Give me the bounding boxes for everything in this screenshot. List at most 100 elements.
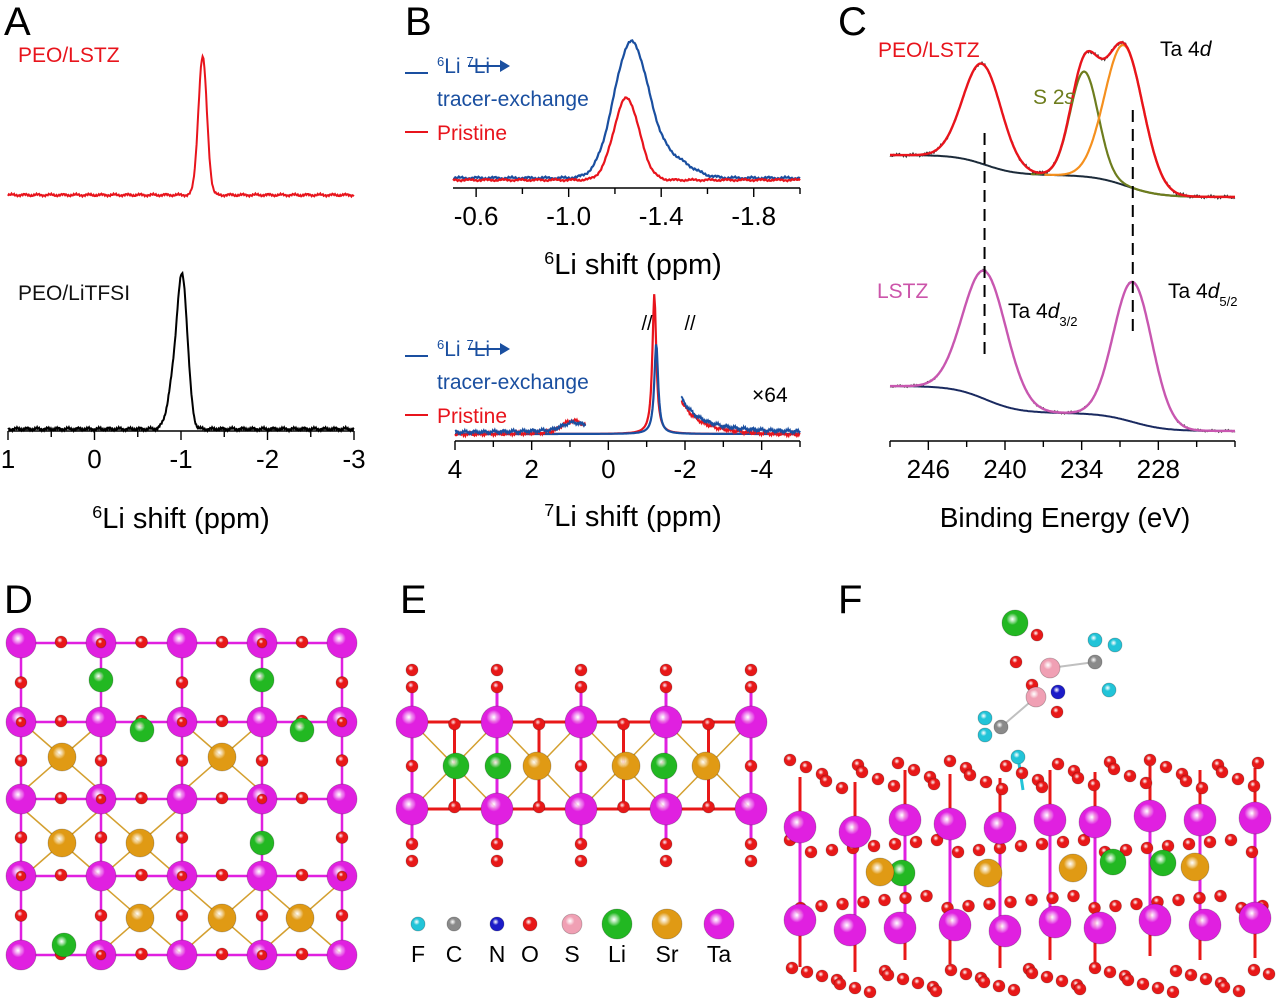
atom-o — [574, 663, 588, 677]
atom-o — [881, 968, 895, 982]
atom-ta — [166, 783, 198, 815]
c-bottom-fit — [890, 269, 1235, 433]
chart-panel-a: 1 0 -1 -2 -3 PEO/LSTZ PEO/LiTFSI 6Li shift (ppm… — [1, 44, 366, 535]
series-label-peo-litfsi-part: PEO/LiTFSI — [18, 282, 130, 305]
atom-ta — [988, 914, 1022, 948]
atom-o — [574, 759, 588, 773]
legend-arrow-head — [500, 60, 510, 72]
atom-o — [804, 845, 818, 859]
atom-ta — [395, 792, 429, 826]
atom-s — [1025, 686, 1047, 708]
atom-o — [1035, 780, 1049, 794]
atom-ta — [480, 792, 514, 826]
b-top-tick-label-part: -0.6 — [454, 201, 499, 231]
atom-f — [1087, 632, 1103, 648]
x-axis-title-b-bottom: 7Li shift (ppm) — [544, 500, 722, 533]
atom-o — [1151, 981, 1165, 995]
atom-o — [1215, 765, 1229, 779]
atom-o — [1231, 772, 1245, 786]
atom-o — [887, 779, 901, 793]
atom-o — [1025, 893, 1038, 907]
b-bottom-tick-label: -4 — [750, 454, 773, 484]
atom-o — [1071, 771, 1085, 785]
c-tick-label-part: 246 — [907, 454, 950, 484]
atom-o — [175, 676, 189, 689]
atom-o — [855, 765, 869, 779]
b-top-tick-label: -1.0 — [546, 201, 591, 231]
atom-o — [1004, 895, 1017, 909]
atom-li — [442, 752, 470, 780]
atom-ta — [933, 807, 967, 841]
atom-o — [14, 909, 28, 922]
atom-o — [54, 635, 68, 649]
atom-o — [255, 754, 269, 767]
atom-o — [659, 663, 673, 677]
b-bottom-tick-label: 4 — [448, 454, 462, 484]
panel-label-c: C — [838, 0, 867, 44]
atom-o — [929, 984, 943, 998]
legend-label-sr: Sr — [656, 941, 679, 967]
wing-right-red — [680, 399, 801, 439]
legend-label-o: O — [521, 941, 539, 967]
atom-ta — [5, 783, 37, 815]
c-top-s2s-annotation-part: s — [1065, 86, 1076, 109]
atom-ta — [5, 939, 37, 971]
atom-o — [215, 868, 229, 882]
a-tick-label: -2 — [256, 444, 279, 474]
atom-o — [659, 854, 673, 868]
c-top-envelope — [890, 41, 1235, 199]
atom-c — [1087, 654, 1103, 670]
panel-label-d: D — [4, 578, 33, 622]
atom-li — [289, 717, 315, 743]
atom-o — [930, 833, 944, 847]
series-label-peo-litfsi: PEO/LiTFSI — [18, 282, 130, 305]
atom-o — [835, 781, 849, 795]
legend-atom-ta — [703, 908, 735, 940]
atom-o — [1051, 757, 1065, 771]
atom-o — [920, 889, 933, 903]
c-top-label: PEO/LSTZ — [878, 39, 980, 62]
atom-o — [1073, 982, 1087, 996]
atom-li — [249, 830, 275, 856]
atom-o — [959, 967, 973, 981]
atom-ta — [1188, 908, 1222, 942]
a-tick-label: -1 — [169, 444, 192, 474]
atom-o — [983, 897, 996, 911]
c-bottom-ta4d52-annotation-part: 5/2 — [1219, 294, 1237, 309]
c-bottom-ta4d32-annotation-part: Ta 4 — [1008, 300, 1048, 323]
atom-o — [135, 947, 148, 961]
atom-sr — [47, 742, 77, 772]
atom-o — [744, 837, 758, 851]
atom-o — [836, 897, 849, 911]
atom-o — [963, 768, 977, 782]
atom-o — [815, 899, 828, 913]
atom-ta — [326, 783, 358, 815]
atom-ta — [1078, 805, 1112, 839]
atom-o — [1050, 705, 1064, 719]
atom-ta — [833, 913, 867, 947]
atom-o — [1103, 965, 1117, 979]
atom-ta — [649, 792, 683, 826]
atom-o — [702, 717, 715, 731]
atom-o — [972, 843, 986, 857]
x-axis-title-b-top-part: 6 — [544, 248, 554, 268]
atom-o — [14, 754, 28, 767]
b-bottom-tick-label-part: -2 — [673, 454, 696, 484]
atom-o — [95, 637, 107, 649]
atom-n — [1050, 684, 1066, 700]
legend-label-tracer-line1-part: Li — [444, 338, 466, 361]
atom-o — [783, 753, 797, 767]
atom-o — [94, 754, 108, 767]
atom-ta — [983, 811, 1017, 845]
atom-ta — [838, 815, 872, 849]
atom-o — [175, 831, 189, 844]
atom-ta — [395, 705, 429, 739]
atom-o — [815, 969, 829, 983]
atom-o — [1251, 756, 1265, 770]
legend-label-tracer-line1-part: 6 — [437, 337, 444, 352]
atom-o — [659, 837, 673, 851]
scale-annotation: ×64 — [752, 384, 788, 407]
legend-label-tracer-line2: tracer-exchange — [437, 371, 589, 394]
atom-o — [405, 854, 419, 868]
atom-sr — [611, 751, 641, 781]
